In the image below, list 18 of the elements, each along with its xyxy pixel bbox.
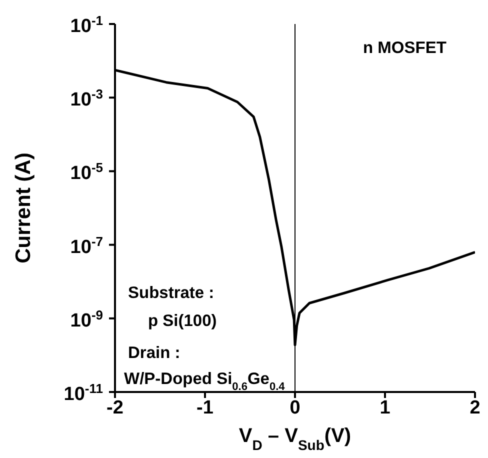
y-tick-label: 10$^{-1}$ [70, 12, 103, 37]
y-tick-label: 10$^{-9}$ [70, 306, 103, 332]
x-tick-label: 1 [380, 397, 391, 418]
annotation: Substrate : [128, 284, 214, 302]
annotation: Drain : [128, 344, 180, 362]
annotation: n MOSFET [363, 39, 446, 57]
x-axis-title: V$_{D}$ – V$_{Sub}$(V) [238, 425, 352, 453]
y-tick-label: 10$^{-7}$ [70, 233, 103, 258]
y-tick-label: 10$^{-3}$ [70, 86, 103, 111]
x-tick-label: -2 [106, 397, 124, 418]
x-tick-label: -1 [196, 397, 214, 418]
y-axis-title: Current (A) [12, 152, 35, 264]
x-tick-label: 0 [290, 397, 300, 418]
y-tick-label: 10$^{-5}$ [70, 160, 103, 184]
x-tick-label: 2 [470, 397, 480, 418]
y-tick-label: 10$^{-11}$ [64, 380, 103, 405]
annotation: p Si(100) [148, 312, 217, 330]
annotation: W/P-Doped Si$_{0.6}$Ge$_{0.4}$ [124, 370, 286, 393]
